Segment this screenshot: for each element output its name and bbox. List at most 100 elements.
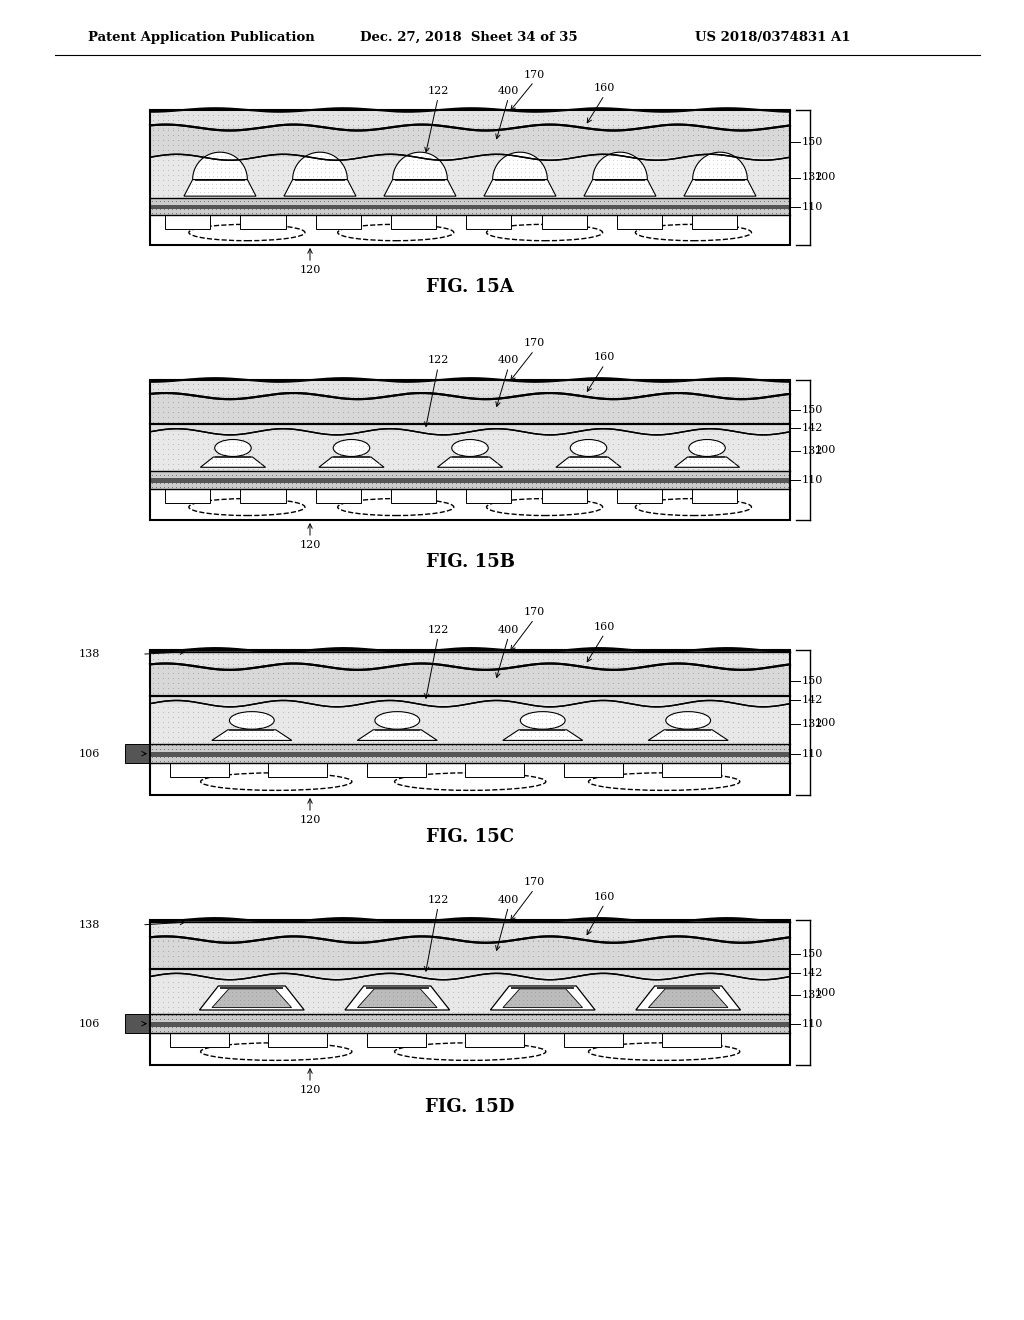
Point <box>434 444 451 465</box>
Point <box>365 644 381 665</box>
Point <box>334 387 350 408</box>
Point <box>259 657 275 678</box>
Point <box>204 173 220 194</box>
Point <box>644 182 660 203</box>
Point <box>209 673 225 694</box>
Point <box>676 713 692 734</box>
Point <box>200 921 216 942</box>
Point <box>219 180 236 201</box>
Point <box>469 411 485 432</box>
Point <box>450 428 466 449</box>
Point <box>535 433 551 454</box>
Point <box>180 747 197 768</box>
Point <box>324 473 340 494</box>
Point <box>460 721 476 742</box>
Point <box>274 668 291 689</box>
Point <box>728 173 744 194</box>
Point <box>169 124 185 145</box>
Point <box>716 1020 732 1041</box>
Point <box>309 119 326 140</box>
Point <box>197 153 213 174</box>
Point <box>249 160 265 181</box>
Point <box>259 144 275 165</box>
Point <box>160 1016 176 1038</box>
Point <box>509 950 525 972</box>
Point <box>413 145 429 166</box>
Point <box>654 407 671 428</box>
Point <box>484 418 501 440</box>
Point <box>248 453 264 474</box>
Point <box>687 717 703 738</box>
Point <box>285 964 301 985</box>
Point <box>634 936 650 957</box>
Point <box>489 110 506 131</box>
Point <box>415 444 431 465</box>
Point <box>665 385 681 407</box>
Point <box>779 104 796 125</box>
Point <box>728 734 744 755</box>
Point <box>512 465 528 486</box>
Point <box>705 945 721 966</box>
Point <box>769 677 785 698</box>
Point <box>219 396 236 417</box>
Point <box>535 657 551 678</box>
Point <box>375 180 391 201</box>
Point <box>285 927 301 948</box>
Point <box>152 743 168 764</box>
Point <box>455 110 471 131</box>
Point <box>236 1020 252 1041</box>
Point <box>332 1012 348 1034</box>
Point <box>592 169 608 190</box>
Point <box>539 993 555 1014</box>
Point <box>409 149 425 170</box>
Point <box>531 477 548 498</box>
Point <box>719 117 735 139</box>
Point <box>410 391 426 412</box>
Point <box>416 734 432 755</box>
Point <box>535 453 551 474</box>
Point <box>524 139 541 160</box>
Point <box>703 169 720 190</box>
Point <box>245 916 261 937</box>
Point <box>474 383 490 404</box>
Point <box>375 170 391 191</box>
Point <box>155 711 171 733</box>
Point <box>365 991 381 1012</box>
Point <box>399 717 416 738</box>
Point <box>752 1020 768 1041</box>
Text: 400: 400 <box>498 355 519 366</box>
Point <box>500 950 516 972</box>
Point <box>208 449 224 470</box>
Point <box>564 1016 581 1038</box>
Point <box>519 383 536 404</box>
Point <box>594 964 610 985</box>
Point <box>212 182 228 203</box>
Point <box>648 747 665 768</box>
Point <box>450 653 466 675</box>
Point <box>529 644 546 665</box>
Point <box>659 696 676 717</box>
Point <box>774 387 791 408</box>
Point <box>548 190 564 211</box>
Point <box>285 663 301 684</box>
Point <box>240 1012 256 1034</box>
Point <box>665 458 681 479</box>
Point <box>401 985 418 1006</box>
Point <box>450 144 466 165</box>
Point <box>240 997 256 1018</box>
Point <box>608 203 625 224</box>
Point <box>632 461 648 482</box>
Point <box>508 1016 524 1038</box>
Point <box>600 157 616 178</box>
Point <box>554 981 570 1002</box>
Point <box>611 465 628 486</box>
Point <box>379 180 395 201</box>
Point <box>495 433 511 454</box>
Point <box>384 387 400 408</box>
Point <box>274 929 291 950</box>
Point <box>614 997 631 1018</box>
Point <box>689 418 706 440</box>
Point <box>694 170 711 191</box>
Point <box>144 981 161 1002</box>
Point <box>679 385 695 407</box>
